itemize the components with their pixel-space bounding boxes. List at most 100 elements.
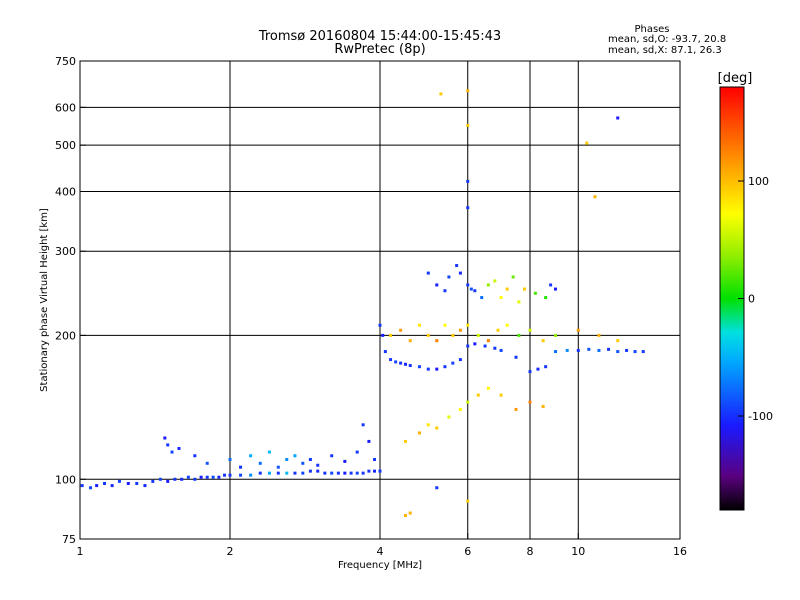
y-tick-label: 750	[55, 55, 76, 68]
scatter-point	[553, 333, 557, 337]
scatter-point	[389, 333, 393, 337]
scatter-point	[466, 499, 470, 503]
scatter-point	[389, 358, 393, 362]
scatter-point	[451, 333, 455, 337]
y-tick-label: 100	[55, 473, 76, 486]
scatter-point	[435, 339, 439, 343]
scatter-point	[349, 471, 353, 475]
scatter-point	[607, 347, 611, 351]
scatter-point	[486, 283, 490, 287]
scatter-point	[193, 454, 197, 458]
scatter-point	[276, 471, 280, 475]
colorbar-ticks: 100 0 -100	[738, 175, 773, 423]
scatter-point	[110, 484, 114, 488]
scatter-point	[408, 511, 412, 515]
scatter-point	[455, 264, 459, 268]
scatter-point	[443, 289, 447, 293]
scatter-point	[126, 481, 130, 485]
scatter-point	[373, 457, 377, 461]
scatter-point	[616, 350, 620, 354]
scatter-point	[553, 287, 557, 291]
scatter-point	[211, 475, 215, 479]
scatter-point	[528, 370, 532, 374]
scatter-point	[158, 477, 162, 481]
scatter-point	[576, 348, 580, 352]
scatter-point	[258, 471, 262, 475]
scatter-point	[89, 486, 93, 490]
stats-line-o: mean, sd,O: -93.7, 20.8	[608, 34, 726, 45]
scatter-point	[173, 477, 177, 481]
chart-title-line2: RwPretec (8p)	[334, 42, 425, 57]
scatter-point	[151, 479, 155, 483]
y-tick-label: 400	[55, 185, 76, 198]
x-axis-ticks: 1 2 4 6 8 10 16	[77, 533, 687, 558]
scatter-point	[170, 450, 174, 454]
x-tick-label: 4	[377, 545, 384, 558]
scatter-point	[544, 296, 548, 300]
scatter-point	[403, 513, 407, 517]
scatter-point	[417, 365, 421, 369]
scatter-point	[483, 344, 487, 348]
scatter-point	[443, 365, 447, 369]
scatter-point	[597, 333, 601, 337]
scatter-point	[458, 328, 462, 332]
scatter-point	[103, 481, 107, 485]
scatter-point	[466, 283, 470, 287]
scatter-point	[403, 439, 407, 443]
scatter-point	[439, 92, 443, 96]
scatter-point	[330, 454, 334, 458]
colorbar-tick-label: 0	[748, 293, 755, 306]
scatter-point	[493, 279, 497, 283]
scatter-point	[641, 350, 645, 354]
scatter-point	[355, 450, 359, 454]
scatter-point	[486, 386, 490, 390]
scatter-point	[323, 471, 327, 475]
colorbar-tick-label: 100	[748, 175, 769, 188]
scatter-point	[336, 471, 340, 475]
scatter-point	[466, 323, 470, 327]
scatter-point	[466, 400, 470, 404]
x-axis-label: Frequency [MHz]	[338, 560, 422, 571]
scatter-point	[541, 404, 545, 408]
scatter-point	[361, 423, 365, 427]
scatter-point	[95, 484, 99, 488]
scatter-point	[205, 461, 209, 465]
scatter-point	[553, 350, 557, 354]
scatter-point	[544, 365, 548, 369]
scatter-point	[505, 323, 509, 327]
scatter-point	[511, 275, 515, 279]
scatter-point	[499, 393, 503, 397]
scatter-point	[373, 469, 377, 473]
chart-title-line1: Tromsø 20160804 15:44:00-15:45:43	[258, 29, 501, 44]
y-axis-label: Stationary phase Virtual Height [km]	[39, 208, 50, 392]
scatter-point	[367, 439, 371, 443]
scatter-point	[285, 457, 289, 461]
scatter-point	[163, 436, 167, 440]
scatter-point	[267, 471, 271, 475]
scatter-point	[330, 471, 334, 475]
scatter-point	[166, 479, 170, 483]
scatter-point	[466, 344, 470, 348]
scatter-point	[536, 367, 540, 371]
scatter-point	[426, 367, 430, 371]
scatter-point	[633, 350, 637, 354]
scatter-point	[258, 461, 262, 465]
scatter-point	[408, 339, 412, 343]
scatter-point	[399, 361, 403, 365]
data-points	[80, 89, 645, 517]
scatter-point	[493, 346, 497, 350]
scatter-point	[135, 481, 139, 485]
scatter-point	[473, 289, 477, 293]
scatter-point	[576, 328, 580, 332]
scatter-point	[466, 123, 470, 127]
scatter-point	[186, 475, 190, 479]
scatter-point	[435, 426, 439, 430]
y-axis-ticks: 75 100 200 300 400 500 600 750	[55, 55, 86, 546]
y-tick-label: 200	[55, 329, 76, 342]
scatter-point	[217, 475, 221, 479]
x-tick-label: 10	[571, 545, 585, 558]
scatter-point	[486, 339, 490, 343]
scatter-point	[417, 323, 421, 327]
scatter-point	[466, 89, 470, 93]
